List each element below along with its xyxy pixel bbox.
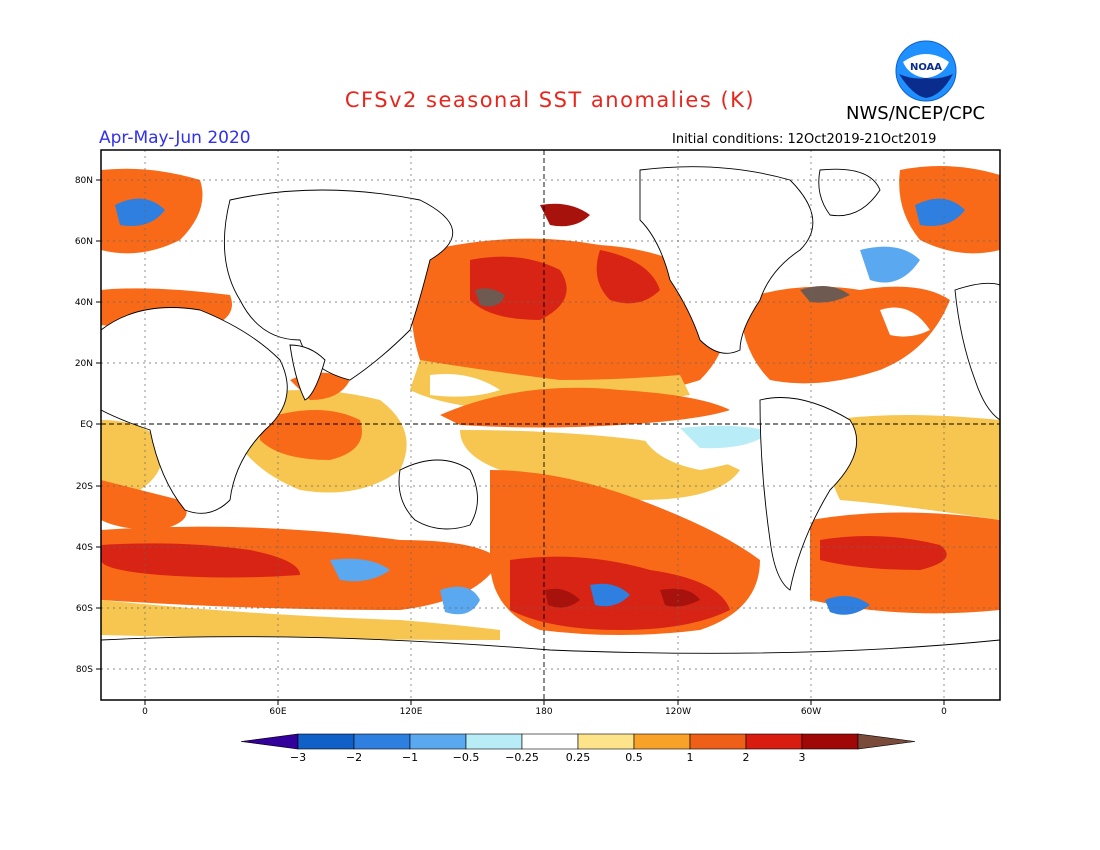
logo-text: NOAA	[910, 62, 942, 73]
lat-tick: EQ	[80, 420, 93, 430]
map-title: CFSv2 seasonal SST anomalies (K)	[344, 88, 756, 112]
lon-tick: 60E	[269, 707, 286, 717]
initial-conditions-label: Initial conditions: 12Oct2019-21Oct2019	[672, 132, 937, 147]
lon-tick: 0	[941, 707, 947, 717]
lon-tick: 0	[142, 707, 148, 717]
lon-tick: 120W	[665, 707, 691, 717]
graticule	[101, 150, 1000, 700]
latitude-axis: 80N 60N 40N 20N EQ 20S 40S 60S 80S	[75, 176, 101, 675]
land-masses	[101, 166, 1000, 700]
equator-dateline	[101, 150, 1000, 700]
map-frame	[100, 149, 1001, 701]
agency-label: NWS/NCEP/CPC	[846, 103, 986, 124]
lat-tick: 80S	[76, 665, 93, 675]
lat-tick: 80N	[75, 176, 93, 186]
lat-tick: 20S	[76, 482, 93, 492]
lon-tick: 180	[535, 707, 552, 717]
noaa-logo: NOAA	[895, 40, 957, 102]
lat-tick: 20N	[75, 359, 93, 369]
longitude-axis: 0 60E 120E 180 120W 60W 0	[142, 700, 947, 717]
lon-tick: 120E	[400, 707, 423, 717]
season-label: Apr-May-Jun 2020	[99, 128, 251, 148]
lat-tick: 60N	[75, 237, 93, 247]
lat-tick: 60S	[76, 604, 93, 614]
lat-tick: 40N	[75, 298, 93, 308]
lat-tick: 40S	[76, 543, 93, 553]
lon-tick: 60W	[801, 707, 821, 717]
